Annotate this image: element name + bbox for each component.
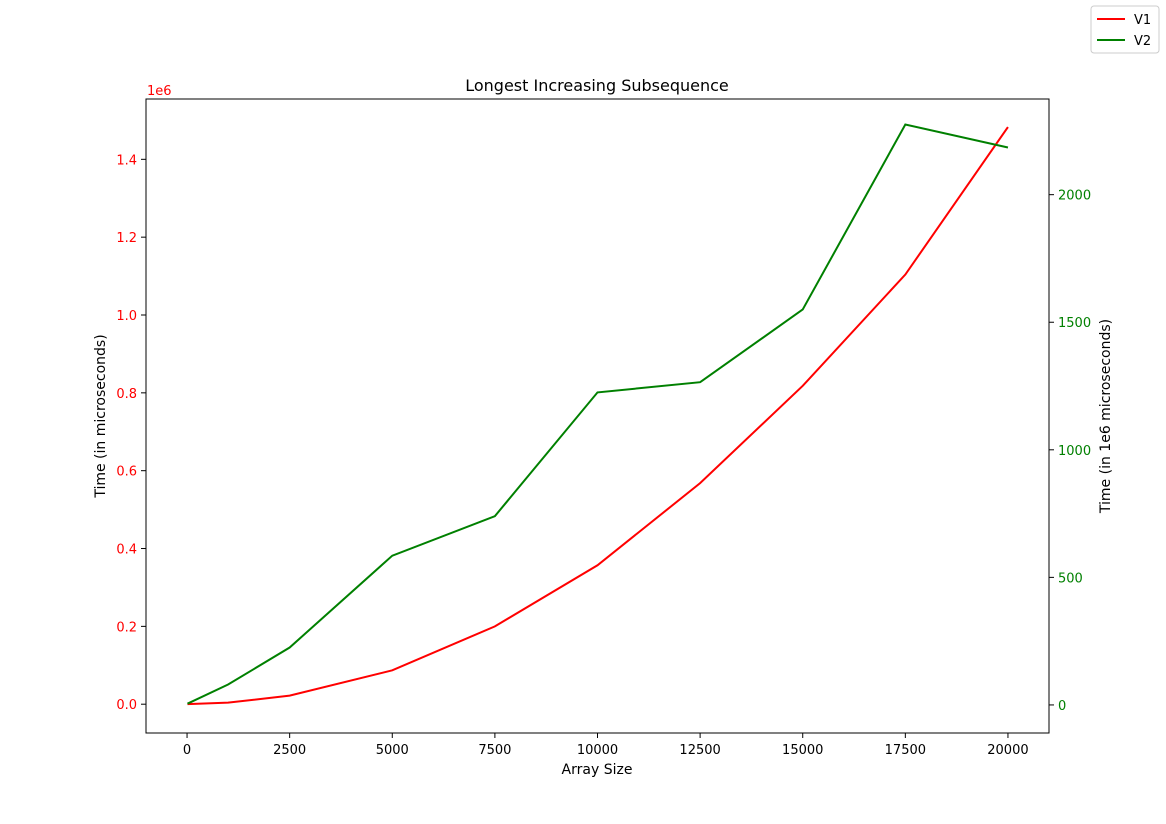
y-left-tick-label: 1.0	[116, 309, 137, 324]
x-tick-label: 0	[183, 743, 191, 758]
plot-frame	[145, 98, 1050, 734]
y-axis-left-offset-label: 1e6	[147, 84, 172, 99]
x-axis-label: Array Size	[562, 762, 633, 778]
chart-title: Longest Increasing Subsequence	[465, 76, 729, 95]
x-tick-label: 10000	[577, 743, 618, 758]
x-tick-label: 20000	[987, 743, 1028, 758]
y-left-tick-label: 0.0	[116, 698, 137, 713]
y-left-tick-label: 0.4	[116, 543, 137, 558]
legend: V1 V2	[1090, 5, 1160, 54]
y-left-tick-label: 1.4	[116, 153, 137, 168]
legend-frame	[1090, 5, 1160, 54]
y-right-tick-label: 2000	[1058, 189, 1091, 204]
y-left-tick-label: 0.8	[116, 387, 137, 402]
x-tick-label: 17500	[885, 743, 926, 758]
x-tick-label: 12500	[679, 743, 720, 758]
y-left-tick-label: 0.6	[116, 465, 137, 480]
x-axis: 0 2500 5000 7500 10000 12500 15000 17500 20000	[183, 733, 1029, 758]
x-tick-label: 7500	[478, 743, 511, 758]
x-tick-label: 2500	[273, 743, 306, 758]
series-line-v1	[187, 126, 1009, 706]
y-left-tick-label: 1.2	[116, 231, 137, 246]
x-tick-label: 5000	[376, 743, 409, 758]
y-right-tick-label: 1500	[1058, 316, 1091, 331]
y-right-tick-label: 0	[1058, 699, 1066, 714]
legend-label-v2: V2	[1134, 34, 1151, 49]
y-axis-left: 0.0 0.2 0.4 0.6 0.8 1.0 1.2 1.4	[116, 153, 146, 713]
y-right-tick-label: 500	[1058, 571, 1083, 586]
series-line-v2	[187, 123, 1009, 705]
x-tick-label: 15000	[782, 743, 823, 758]
y-axis-right-label: Time (in 1e6 microseconds)	[1098, 319, 1114, 514]
y-right-tick-label: 1000	[1058, 444, 1091, 459]
y-axis-right: 0 500 1000 1500 2000	[1049, 189, 1091, 714]
legend-label-v1: V1	[1134, 13, 1151, 28]
plot-area	[145, 98, 1050, 734]
y-left-tick-label: 0.2	[116, 620, 137, 635]
y-axis-left-label: Time (in microseconds)	[93, 334, 109, 498]
